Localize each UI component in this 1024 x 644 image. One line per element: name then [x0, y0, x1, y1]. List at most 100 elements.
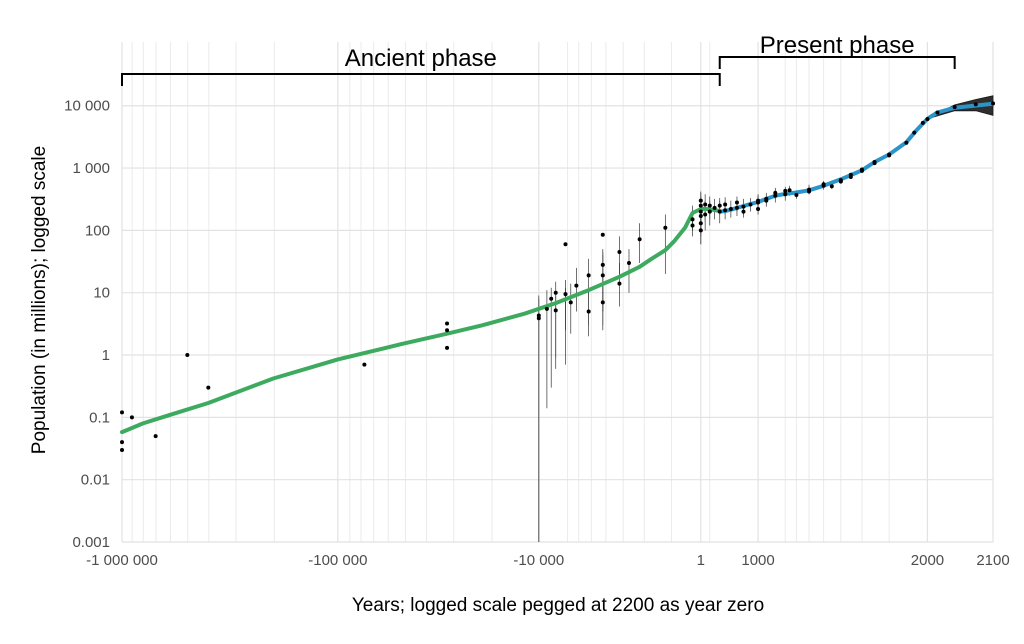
data-point: [773, 193, 778, 198]
data-point: [563, 242, 568, 247]
x-tick-label: 1: [697, 552, 705, 569]
data-point: [663, 225, 668, 230]
data-point: [637, 237, 642, 242]
data-point: [703, 212, 708, 217]
data-point: [120, 440, 124, 445]
x-tick-label: -10 000: [513, 552, 564, 569]
data-point: [920, 120, 925, 125]
data-point: [741, 204, 746, 209]
data-point: [756, 207, 761, 212]
fitted-curve: [717, 101, 995, 214]
data-point: [574, 283, 579, 288]
data-point: [756, 198, 761, 203]
data-point: [445, 321, 450, 326]
data-point: [445, 328, 450, 333]
y-axis-tick-labels: 10 000 1 000 100 10 1 0.1 0.01 0.001: [64, 98, 110, 551]
data-point: [807, 189, 812, 194]
data-point: [717, 203, 722, 208]
data-point: [153, 434, 158, 439]
major-gridlines: [121, 42, 994, 543]
data-point: [728, 207, 733, 212]
phase-label: Present phase: [760, 32, 915, 59]
data-point: [859, 168, 864, 173]
data-point: [712, 205, 717, 210]
y-axis-title: Population (in millions); logged scale: [29, 146, 50, 454]
y-tick-label: 100: [85, 222, 110, 239]
data-point: [549, 296, 554, 301]
data-point: [734, 205, 739, 210]
data-point: [544, 306, 549, 311]
x-axis-title: Years; logged scale pegged at 2200 as ye…: [352, 595, 764, 616]
data-point: [586, 309, 591, 314]
projection-uncertainty-band: [906, 95, 994, 144]
y-tick-label: 10 000: [64, 98, 110, 115]
x-axis-tick-labels: -1 000 000 -100 000 -10 000 1 1000 2000 2100: [86, 552, 1010, 569]
data-point: [723, 208, 728, 213]
data-point: [690, 223, 695, 228]
fitted-curve: [120, 206, 722, 435]
data-point: [568, 300, 573, 305]
y-tick-label: 1 000: [72, 160, 110, 177]
data-point: [600, 273, 605, 278]
data-point: [935, 110, 940, 115]
data-point: [600, 262, 605, 267]
data-point: [783, 188, 788, 193]
data-point: [734, 200, 739, 205]
phase-brackets: Ancient phase Present phase: [121, 32, 956, 86]
data-point: [120, 410, 124, 415]
phase-label: Ancient phase: [345, 45, 497, 72]
y-tick-label: 1: [102, 347, 110, 364]
data-point: [536, 316, 541, 321]
data-point: [723, 202, 728, 207]
minor-gridlines: [131, 42, 928, 542]
data-point: [717, 209, 722, 214]
phase-bracket: [718, 56, 956, 69]
data-point: [185, 353, 190, 358]
data-point: [912, 130, 917, 135]
data-point: [829, 184, 834, 189]
data-point: [703, 202, 708, 207]
data-point: [872, 161, 877, 166]
data-point: [698, 198, 703, 203]
data-point: [698, 228, 703, 233]
data-point: [764, 198, 769, 203]
data-point: [445, 345, 450, 350]
data-point: [887, 153, 892, 158]
y-tick-label: 0.001: [72, 534, 110, 551]
data-point: [794, 192, 799, 197]
y-tick-label: 0.1: [89, 409, 110, 426]
data-point: [553, 290, 558, 295]
data-point: [707, 203, 712, 208]
data-point: [120, 447, 124, 452]
data-point: [904, 140, 909, 145]
data-point: [362, 362, 367, 367]
data-point: [626, 260, 631, 265]
data-point: [617, 249, 622, 254]
data-point: [617, 281, 622, 286]
data-points: [120, 101, 995, 452]
x-tick-label: -100 000: [308, 552, 367, 569]
data-point: [129, 415, 134, 420]
data-point: [698, 203, 703, 208]
data-point: [698, 221, 703, 226]
data-point: [838, 179, 843, 184]
data-point: [991, 101, 995, 106]
data-point: [787, 188, 792, 193]
data-point: [748, 202, 753, 207]
data-point: [690, 217, 695, 222]
x-tick-label: 2000: [911, 552, 944, 569]
data-point: [973, 102, 978, 107]
data-point: [707, 209, 712, 214]
data-point: [206, 385, 211, 390]
x-tick-label: 1000: [741, 552, 774, 569]
x-tick-label: -1 000 000: [86, 552, 158, 569]
data-point: [698, 214, 703, 219]
data-point: [600, 232, 605, 237]
uncertainty-band: [906, 95, 994, 144]
data-point: [821, 182, 826, 187]
y-tick-label: 10: [93, 285, 110, 302]
data-point: [952, 105, 957, 110]
data-point: [848, 174, 853, 179]
data-point: [698, 209, 703, 214]
